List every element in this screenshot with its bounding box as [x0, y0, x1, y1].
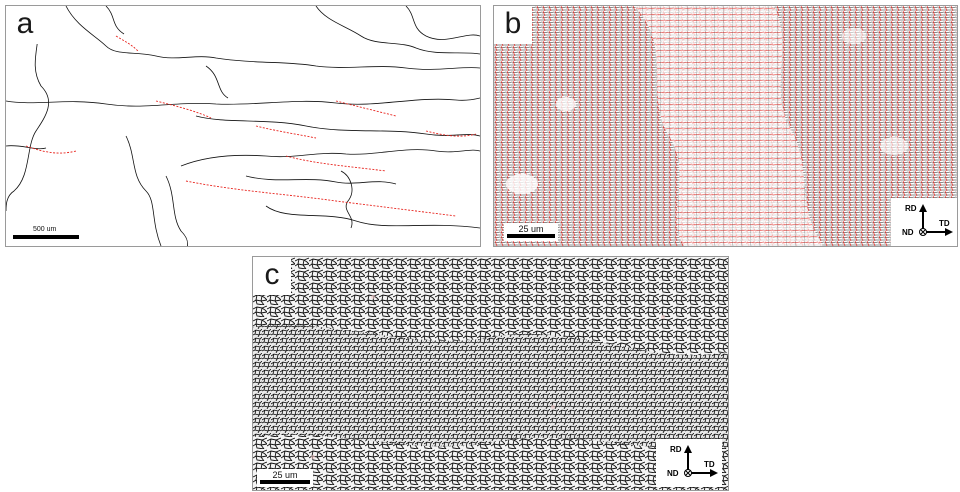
panel-a-letter: a: [6, 6, 44, 44]
panel-c-td-label: TD: [704, 460, 715, 469]
panel-a-scale-label: 500 um: [33, 226, 57, 233]
panel-c-scale-bar: 25 um: [257, 469, 313, 487]
panel-c-scale-line: [260, 480, 310, 484]
panel-a: a 500 um: [5, 5, 481, 247]
panel-c: c 25 um RD TD ND: [252, 256, 729, 491]
panel-b-td-label: TD: [939, 219, 950, 228]
panel-b-letter: b: [494, 6, 532, 44]
panel-c-axes-key: RD TD ND: [656, 439, 722, 487]
panel-b-axes-arrows: [919, 204, 953, 236]
panel-c-grain-map: [253, 257, 728, 490]
panel-b-rd-label: RD: [905, 204, 917, 213]
panel-c-nd-label: ND: [667, 469, 679, 478]
panel-c-scale-label: 25 um: [272, 470, 298, 480]
panel-a-scale-bar: 500 um: [10, 224, 82, 242]
panel-a-boundary-map: [6, 6, 480, 246]
panel-b-axes-key: RD TD ND: [891, 198, 957, 246]
panel-b-scale-bar: 25 um: [504, 223, 558, 241]
panel-c-axes-arrows: [684, 445, 718, 477]
panel-b: b 25 um RD TD ND: [493, 5, 958, 247]
panel-b-scale-line: [507, 234, 555, 238]
panel-b-scale-label: 25 um: [518, 224, 544, 234]
panel-b-boundary-map: [494, 6, 957, 246]
panel-a-scale-line: [13, 235, 79, 239]
panel-b-nd-label: ND: [902, 228, 914, 237]
panel-c-letter: c: [253, 257, 291, 295]
panel-c-rd-label: RD: [670, 445, 682, 454]
